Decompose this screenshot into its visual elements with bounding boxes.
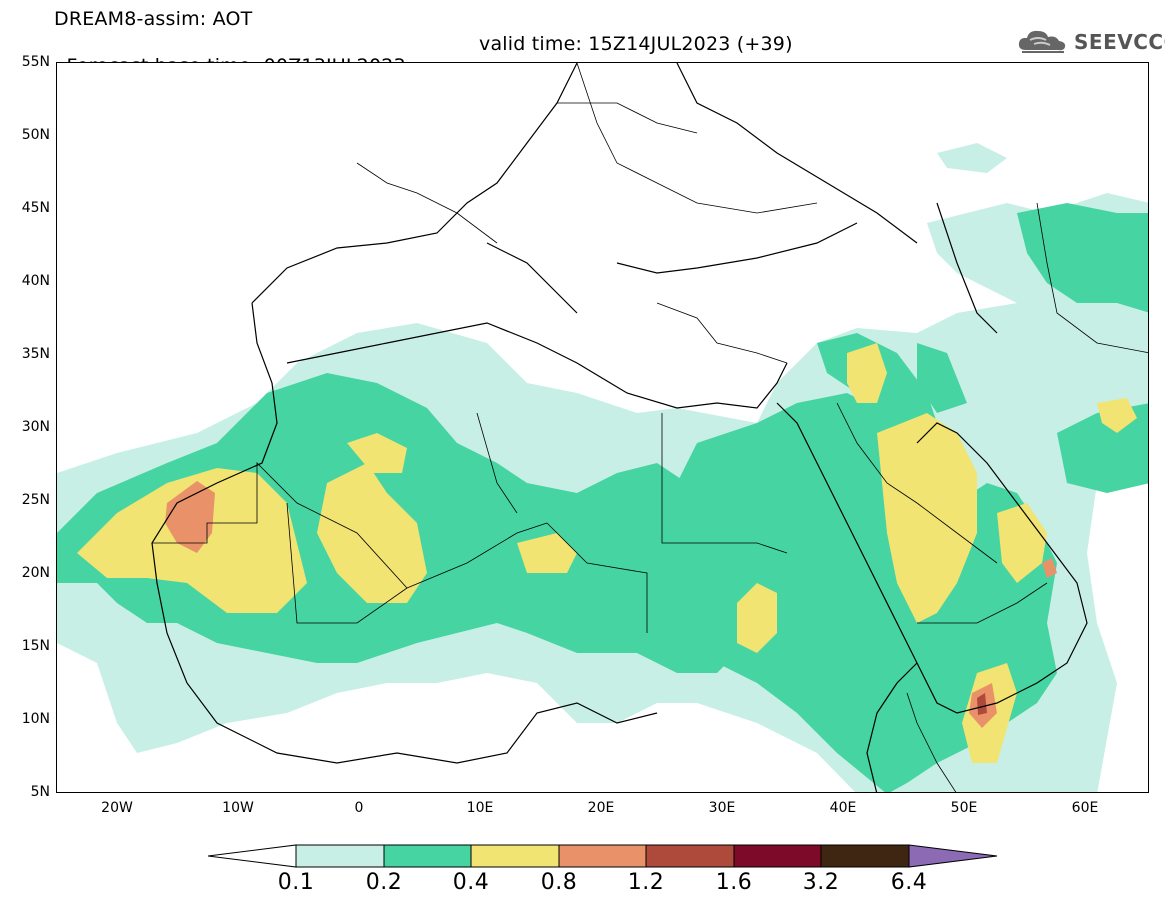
lon-label: 10W — [222, 800, 254, 816]
colorbar-segment — [470, 844, 560, 868]
colorbar-high-arrow — [908, 844, 998, 868]
colorbar-segment — [558, 844, 647, 868]
colorbar-segment — [733, 844, 822, 868]
lat-label: 50N — [21, 127, 50, 143]
lat-label: 35N — [21, 346, 50, 362]
colorbar-label: 1.6 — [715, 870, 753, 895]
colorbar-label: 0.4 — [452, 870, 490, 895]
lon-label: 20E — [587, 800, 615, 816]
lon-label: 50E — [950, 800, 978, 816]
colorbar-label: 0.2 — [365, 870, 403, 895]
logo-text: SEEVCCC — [1074, 30, 1165, 54]
coastlines — [151, 63, 1088, 792]
lon-label: 40E — [829, 800, 857, 816]
lat-label: 40N — [21, 273, 50, 289]
colorbar — [207, 842, 998, 874]
lon-label: 10E — [466, 800, 494, 816]
lat-label: 25N — [21, 492, 50, 508]
valid-time-label: valid time: 15Z14JUL2023 (+39) — [479, 33, 793, 55]
colorbar-segment — [383, 844, 472, 868]
lat-label: 10N — [21, 711, 50, 727]
colorbar-label: 0.8 — [540, 870, 578, 895]
colorbar-label: 3.2 — [802, 870, 840, 895]
colorbar-segment — [295, 844, 385, 868]
lat-label: 5N — [30, 784, 50, 800]
aot-map — [56, 62, 1149, 793]
aot-map-svg — [57, 63, 1148, 792]
colorbar-low-arrow — [207, 844, 297, 868]
lon-label: 60E — [1071, 800, 1099, 816]
lat-label: 55N — [21, 54, 50, 70]
colorbar-label: 1.2 — [627, 870, 665, 895]
colorbar-segment — [820, 844, 910, 868]
aot-band-0.8 — [165, 481, 1057, 728]
colorbar-label: 0.1 — [277, 870, 315, 895]
lat-label: 15N — [21, 638, 50, 654]
colorbar-segment — [645, 844, 735, 868]
colorbar-svg — [207, 844, 998, 868]
map-title: DREAM8-assim: AOT — [54, 8, 253, 30]
country-borders — [152, 63, 1148, 792]
lon-label: 20W — [101, 800, 133, 816]
lon-label: 0 — [354, 800, 364, 816]
aot-band-1.2 — [977, 693, 987, 715]
seevccc-logo: SEEVCCC — [1016, 26, 1165, 56]
lat-label: 30N — [21, 419, 50, 435]
colorbar-label: 6.4 — [890, 870, 928, 895]
lat-label: 45N — [21, 200, 50, 216]
lon-label: 30E — [708, 800, 736, 816]
lat-label: 20N — [21, 565, 50, 581]
cloud-icon — [1018, 30, 1066, 53]
